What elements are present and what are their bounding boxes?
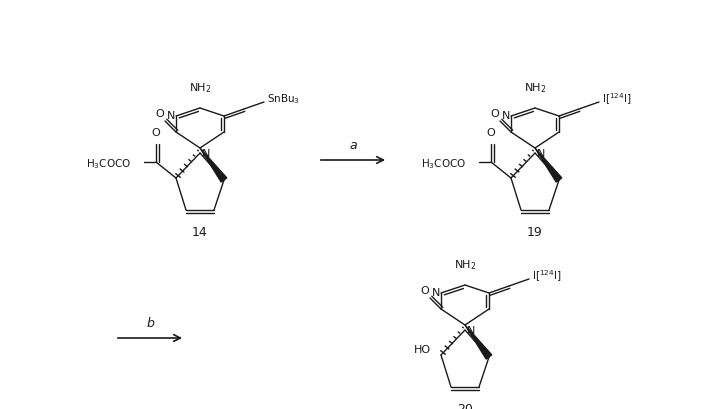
Text: H$_3$COCO: H$_3$COCO: [86, 157, 131, 171]
Text: N: N: [467, 326, 475, 336]
Text: I[$^{124}$I]: I[$^{124}$I]: [602, 91, 632, 107]
Text: NH$_2$: NH$_2$: [189, 81, 211, 95]
Text: a: a: [349, 139, 357, 152]
Polygon shape: [535, 148, 562, 182]
Text: O: O: [486, 128, 496, 138]
Text: N: N: [502, 111, 510, 121]
Text: H$_3$COCO: H$_3$COCO: [421, 157, 466, 171]
Text: O: O: [156, 109, 164, 119]
Text: 14: 14: [192, 226, 208, 239]
Text: O: O: [421, 286, 429, 296]
Text: O: O: [491, 109, 499, 119]
Text: b: b: [146, 317, 154, 330]
Text: N: N: [166, 111, 175, 121]
Polygon shape: [200, 148, 227, 182]
Text: NH$_2$: NH$_2$: [524, 81, 546, 95]
Text: SnBu$_3$: SnBu$_3$: [267, 92, 300, 106]
Text: N: N: [202, 149, 210, 159]
Text: I[$^{124}$I]: I[$^{124}$I]: [532, 268, 562, 284]
Text: O: O: [152, 128, 160, 138]
Text: NH$_2$: NH$_2$: [454, 258, 477, 272]
Polygon shape: [465, 325, 492, 359]
Text: 20: 20: [457, 403, 473, 409]
Text: N: N: [431, 288, 440, 298]
Text: 19: 19: [527, 226, 543, 239]
Text: N: N: [537, 149, 546, 159]
Text: HO: HO: [414, 345, 431, 355]
